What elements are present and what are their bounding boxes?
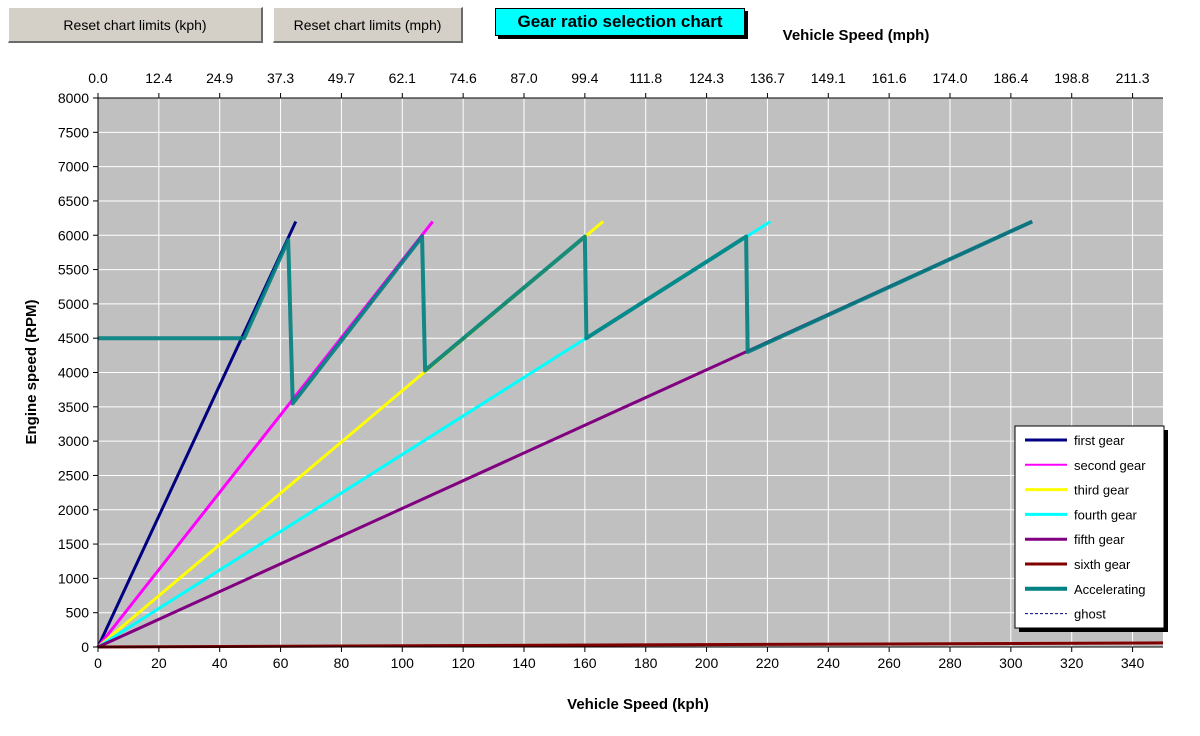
x-tick-label: 20 <box>151 655 167 671</box>
series-layer <box>96 219 1164 649</box>
x2-tick-label: 99.4 <box>571 70 598 86</box>
x2-tick-label: 186.4 <box>993 70 1028 86</box>
y-tick-label: 6500 <box>58 193 89 209</box>
legend-label: Accelerating <box>1074 582 1146 597</box>
legend-label: fourth gear <box>1074 507 1138 522</box>
y-tick-label: 5000 <box>58 296 89 312</box>
reset-mph-button[interactable]: Reset chart limits (mph) <box>273 7 463 43</box>
y-tick-label: 8000 <box>58 90 89 106</box>
x-tick-label: 40 <box>212 655 228 671</box>
x-tick-label: 140 <box>512 655 536 671</box>
x2-tick-label: 87.0 <box>510 70 537 86</box>
y-tick-label: 3000 <box>58 433 89 449</box>
x-tick-label: 320 <box>1060 655 1084 671</box>
legend-label: ghost <box>1074 607 1106 622</box>
x-tick-label: 240 <box>817 655 841 671</box>
y-tick-label: 4500 <box>58 330 89 346</box>
legend: first gear second gear third gear fourth ge… <box>1014 425 1168 632</box>
x2-tick-label: 174.0 <box>932 70 967 86</box>
x-tick-label: 260 <box>877 655 901 671</box>
y-tick-label: 5500 <box>58 262 89 278</box>
x-tick-label: 180 <box>634 655 658 671</box>
series-line-6 <box>98 219 1033 406</box>
y-tick-label: 1500 <box>58 536 89 552</box>
chart-title-box: Gear ratio selection chart <box>495 8 745 36</box>
reset-kph-button[interactable]: Reset chart limits (kph) <box>8 7 263 43</box>
legend-label: first gear <box>1074 433 1125 448</box>
x2-tick-label: 149.1 <box>811 70 846 86</box>
y-tick-label: 500 <box>66 605 90 621</box>
x2-tick-label: 49.7 <box>328 70 355 86</box>
x2-tick-label: 124.3 <box>689 70 724 86</box>
legend-label: third gear <box>1074 483 1130 498</box>
x2-tick-label: 198.8 <box>1054 70 1089 86</box>
x2-tick-label: 24.9 <box>206 70 233 86</box>
y-tick-label: 3500 <box>58 399 89 415</box>
x-axis-title: Vehicle Speed (kph) <box>567 696 709 713</box>
x2-tick-label: 74.6 <box>450 70 477 86</box>
x-tick-label: 160 <box>573 655 597 671</box>
x2-tick-label: 62.1 <box>389 70 416 86</box>
y-tick-label: 4000 <box>58 365 89 381</box>
x-tick-label: 0 <box>94 655 102 671</box>
x-tick-label: 300 <box>999 655 1023 671</box>
y-tick-label: 2000 <box>58 502 89 518</box>
legend-label: sixth gear <box>1074 557 1131 572</box>
y-tick-label: 7000 <box>58 159 89 175</box>
x-tick-label: 80 <box>334 655 350 671</box>
x-tick-label: 120 <box>451 655 475 671</box>
y-tick-label: 7500 <box>58 124 89 140</box>
y-tick-label: 2500 <box>58 467 89 483</box>
legend-label: second gear <box>1074 458 1146 473</box>
legend-label: fifth gear <box>1074 532 1125 547</box>
x2-tick-label: 37.3 <box>267 70 294 86</box>
axes: 0 20 40 60 80 100 120 140 160 180 200 220 240 260 280 3… <box>58 70 1163 671</box>
legend-box <box>1014 425 1165 629</box>
y-tick-label: 0 <box>81 639 89 655</box>
y-tick-label: 1000 <box>58 570 89 586</box>
x2-tick-label: 111.8 <box>629 70 662 86</box>
y-axis-title: Engine speed (RPM) <box>23 299 40 444</box>
x2-tick-label: 0.0 <box>88 70 108 86</box>
x2-tick-label: 136.7 <box>750 70 785 86</box>
x-tick-label: 220 <box>756 655 780 671</box>
x-tick-label: 100 <box>391 655 415 671</box>
x-tick-label: 280 <box>938 655 962 671</box>
x2-tick-label: 211.3 <box>1116 70 1150 86</box>
x-tick-label: 60 <box>273 655 289 671</box>
series-line-5 <box>97 641 1164 649</box>
x-tick-label: 340 <box>1121 655 1145 671</box>
x2-tick-label: 161.6 <box>872 70 907 86</box>
y-tick-label: 6000 <box>58 227 89 243</box>
x2-axis-title: Vehicle Speed (mph) <box>783 27 930 44</box>
x2-tick-label: 12.4 <box>145 70 172 86</box>
x-tick-label: 200 <box>695 655 719 671</box>
